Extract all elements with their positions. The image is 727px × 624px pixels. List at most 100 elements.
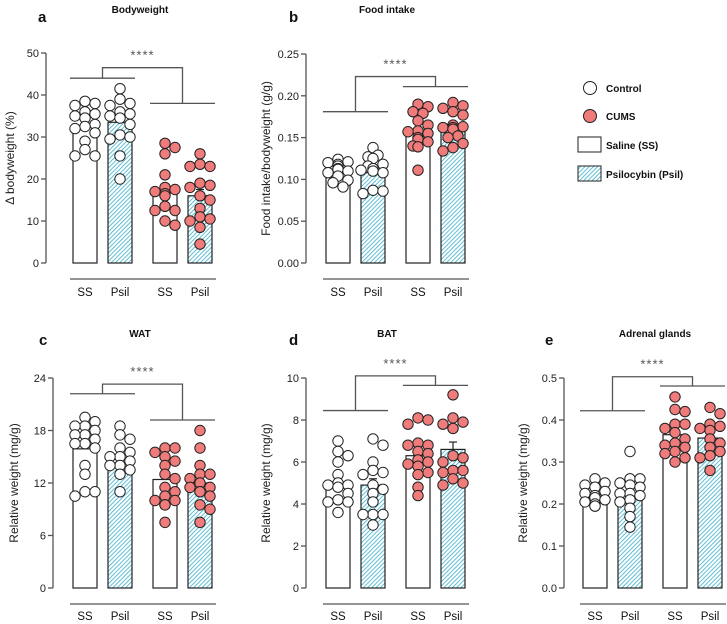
data-point bbox=[159, 148, 171, 160]
data-point bbox=[194, 221, 206, 234]
y-tick-label: 40 bbox=[27, 90, 39, 102]
significance-stars: **** bbox=[383, 356, 407, 371]
data-point bbox=[447, 141, 459, 154]
legend-label: Saline (SS) bbox=[606, 141, 658, 152]
data-point bbox=[422, 466, 434, 479]
y-tick-label: 12 bbox=[34, 478, 46, 490]
data-point bbox=[159, 200, 171, 213]
data-point bbox=[104, 459, 116, 472]
data-point bbox=[69, 150, 81, 162]
data-point bbox=[332, 445, 344, 458]
data-point bbox=[149, 446, 161, 459]
data-point bbox=[204, 179, 216, 192]
data-point bbox=[377, 466, 389, 479]
data-point bbox=[124, 97, 136, 110]
data-point bbox=[194, 211, 206, 223]
data-point bbox=[342, 450, 354, 462]
panel-d: d BAT 0 2 4 6 8 10 Relative weight (mg/g) SS Psil S… bbox=[259, 329, 469, 623]
data-point bbox=[79, 437, 91, 450]
panel-letter: b bbox=[289, 9, 298, 26]
data-point bbox=[659, 447, 671, 460]
x-category-label: SS bbox=[410, 611, 426, 623]
data-point bbox=[194, 486, 206, 498]
data-point bbox=[194, 516, 206, 529]
data-point bbox=[332, 435, 344, 447]
data-point bbox=[407, 105, 419, 118]
data-point bbox=[412, 468, 424, 481]
data-point bbox=[159, 137, 171, 150]
data-point bbox=[679, 418, 691, 430]
x-category-label: SS bbox=[77, 287, 93, 299]
data-point bbox=[79, 120, 91, 133]
bracket-top bbox=[611, 376, 694, 411]
y-axis-label: Food intake/bodyweight (g/g) bbox=[259, 81, 273, 236]
data-point bbox=[704, 401, 716, 414]
data-point bbox=[357, 187, 369, 200]
data-point bbox=[79, 143, 91, 156]
data-point bbox=[437, 102, 449, 115]
x-category-label: SS bbox=[587, 611, 603, 623]
x-category-label: SS bbox=[330, 287, 346, 299]
data-point bbox=[402, 418, 414, 430]
data-point bbox=[422, 456, 434, 468]
data-point bbox=[402, 439, 414, 451]
bar-control-psil bbox=[107, 458, 133, 589]
y-tick-label: 20 bbox=[27, 174, 39, 186]
data-point bbox=[149, 204, 161, 217]
data-point bbox=[694, 422, 706, 435]
data-point bbox=[412, 489, 424, 502]
data-point bbox=[704, 464, 716, 477]
data-point bbox=[79, 95, 91, 108]
data-point bbox=[159, 190, 171, 202]
data-point bbox=[402, 458, 414, 470]
data-point bbox=[457, 416, 469, 428]
data-point bbox=[422, 136, 434, 148]
data-point bbox=[367, 519, 379, 531]
data-point bbox=[159, 499, 171, 511]
hatched-bar-swatch-icon bbox=[577, 165, 602, 182]
data-point bbox=[104, 99, 116, 112]
data-point bbox=[377, 508, 389, 521]
data-point bbox=[367, 496, 379, 508]
control-dot-icon bbox=[583, 81, 597, 95]
panel-a: a Bodyweight 0 10 20 30 40 50 Δ bodyweight (%) SS… bbox=[3, 5, 216, 299]
data-point bbox=[194, 442, 206, 454]
data-point bbox=[377, 167, 389, 179]
data-point bbox=[694, 452, 706, 464]
bracket-top bbox=[101, 383, 184, 420]
data-point bbox=[624, 445, 636, 458]
y-tick-label: 0.10 bbox=[278, 174, 299, 186]
data-point bbox=[457, 477, 469, 489]
data-point bbox=[104, 133, 116, 145]
data-point bbox=[114, 93, 126, 105]
y-tick-label: 0.15 bbox=[278, 133, 299, 145]
data-point bbox=[614, 496, 626, 508]
data-point bbox=[204, 490, 216, 502]
data-point bbox=[377, 439, 389, 451]
data-point bbox=[114, 83, 126, 95]
data-point bbox=[589, 500, 601, 512]
panel-letter: e bbox=[545, 332, 553, 349]
y-axis-label: Relative weight (mg/g) bbox=[259, 423, 273, 542]
data-point bbox=[114, 150, 126, 162]
data-point bbox=[322, 156, 334, 169]
data-point bbox=[447, 105, 459, 118]
data-point bbox=[327, 177, 339, 189]
y-tick-label: 0.2 bbox=[542, 499, 557, 511]
data-point bbox=[79, 468, 91, 480]
panel-letter: d bbox=[289, 332, 298, 349]
y-tick-label: 4 bbox=[293, 499, 299, 511]
panel-title: Bodyweight bbox=[112, 5, 169, 16]
data-point bbox=[194, 424, 206, 437]
legend: Control CUMS Saline (SS) Psilocybin (Psil) bbox=[577, 81, 683, 182]
x-category-label: SS bbox=[330, 611, 346, 623]
data-point bbox=[169, 472, 181, 485]
data-point bbox=[357, 508, 369, 521]
significance-stars: **** bbox=[640, 357, 664, 372]
y-tick-label: 0 bbox=[33, 258, 39, 270]
data-point bbox=[114, 429, 126, 441]
data-point bbox=[322, 167, 334, 179]
legend-item-cums: CUMS bbox=[583, 109, 636, 123]
data-point bbox=[457, 109, 469, 121]
data-point bbox=[124, 131, 136, 143]
